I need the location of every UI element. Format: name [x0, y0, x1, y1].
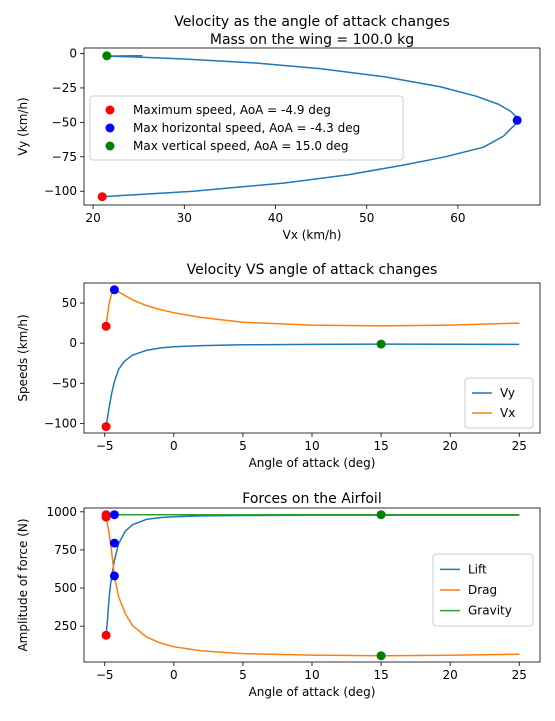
y-tick-label: 750 [54, 543, 77, 557]
subplot-3: Forces on the Airfoil −5 0 5 10 15 20 25 1000 750… [16, 491, 541, 699]
x-tick-label: 20 [443, 439, 458, 453]
data-point [376, 339, 386, 349]
y-tick-label: −100 [44, 416, 77, 430]
axes-frame [83, 47, 541, 206]
series-line [102, 55, 518, 198]
x-axis-label: Vx (km/h) [283, 228, 342, 242]
data-point [109, 510, 119, 520]
x-axis-label: Angle of attack (deg) [249, 456, 376, 470]
data-point [376, 651, 386, 661]
chart-title: Forces on the Airfoil [242, 491, 381, 507]
x-axis-label: Angle of attack (deg) [249, 685, 376, 699]
x-tick-label: 20 [85, 211, 100, 225]
chart-title: Mass on the wing = 100.0 kg [210, 32, 414, 48]
x-tick-label: −5 [96, 668, 114, 682]
x-tick-label: 30 [177, 211, 192, 225]
data-point [376, 510, 386, 520]
x-tick-label: 60 [450, 211, 465, 225]
y-tick-label: −50 [52, 115, 77, 129]
x-tick-label: 5 [239, 668, 247, 682]
legend-box [89, 95, 404, 161]
y-tick-label: 250 [54, 619, 77, 633]
y-axis-label: Speeds (km/h) [16, 314, 30, 401]
y-axis-label: Amplitude of force (N) [16, 518, 30, 651]
y-tick-label: −100 [44, 184, 77, 198]
y-tick-label: 1000 [46, 505, 77, 519]
subplot-1: Velocity as the angle of attack changes M… [16, 14, 541, 242]
x-tick-label: 25 [512, 439, 527, 453]
legend-label: Drag [468, 583, 497, 597]
data-point [102, 51, 112, 61]
legend-label: Gravity [468, 604, 512, 618]
x-tick-label: 15 [373, 668, 388, 682]
legend-box [432, 553, 534, 627]
y-tick-label: 0 [69, 47, 77, 61]
legend-marker [105, 141, 115, 151]
legend-label: Vx [500, 406, 515, 420]
y-tick-label: 50 [62, 296, 77, 310]
x-tick-label: 10 [304, 668, 319, 682]
x-tick-label: 10 [304, 439, 319, 453]
legend-label: Lift [468, 562, 487, 576]
y-tick-label: 0 [69, 336, 77, 350]
y-tick-label: −75 [52, 150, 77, 164]
chart-title: Velocity VS angle of attack changes [187, 262, 438, 278]
y-tick-label: −50 [52, 376, 77, 390]
data-point [101, 630, 111, 640]
legend: Maximum speed, AoA = -4.9 deg Max horizon… [89, 95, 404, 161]
legend-marker [105, 123, 115, 133]
data-point [101, 422, 111, 432]
legend: Vy Vx [464, 377, 534, 429]
legend-label: Max vertical speed, AoA = 15.0 deg [133, 139, 348, 153]
x-tick-label: 0 [170, 668, 178, 682]
y-axis-label: Vy (km/h) [16, 97, 30, 155]
legend-marker [105, 105, 115, 115]
series-line [105, 516, 520, 657]
series-line [105, 289, 520, 327]
data-point [109, 538, 119, 548]
x-tick-label: 40 [268, 211, 283, 225]
x-tick-label: 15 [373, 439, 388, 453]
x-tick-label: 25 [512, 668, 527, 682]
legend-box [464, 377, 534, 429]
x-tick-label: 5 [239, 439, 247, 453]
chart-title: Velocity as the angle of attack changes [174, 14, 450, 30]
data-point [101, 510, 111, 520]
subplot-2: Velocity VS angle of attack changes−5 0 5 1… [16, 262, 541, 470]
x-tick-label: 20 [443, 668, 458, 682]
legend-label: Vy [500, 386, 515, 400]
y-tick-label: −25 [52, 81, 77, 95]
series-line [105, 343, 520, 427]
data-point [109, 285, 119, 295]
x-tick-label: −5 [96, 439, 114, 453]
data-point [109, 571, 119, 581]
legend-label: Max horizontal speed, AoA = -4.3 deg [133, 121, 360, 135]
data-point [101, 321, 111, 331]
legend-label: Maximum speed, AoA = -4.9 deg [133, 103, 331, 117]
x-tick-label: 0 [170, 439, 178, 453]
data-point [97, 192, 107, 202]
x-tick-label: 50 [359, 211, 374, 225]
legend: Lift Drag Gravity [432, 553, 534, 627]
data-point [512, 115, 522, 125]
y-tick-label: 500 [54, 581, 77, 595]
